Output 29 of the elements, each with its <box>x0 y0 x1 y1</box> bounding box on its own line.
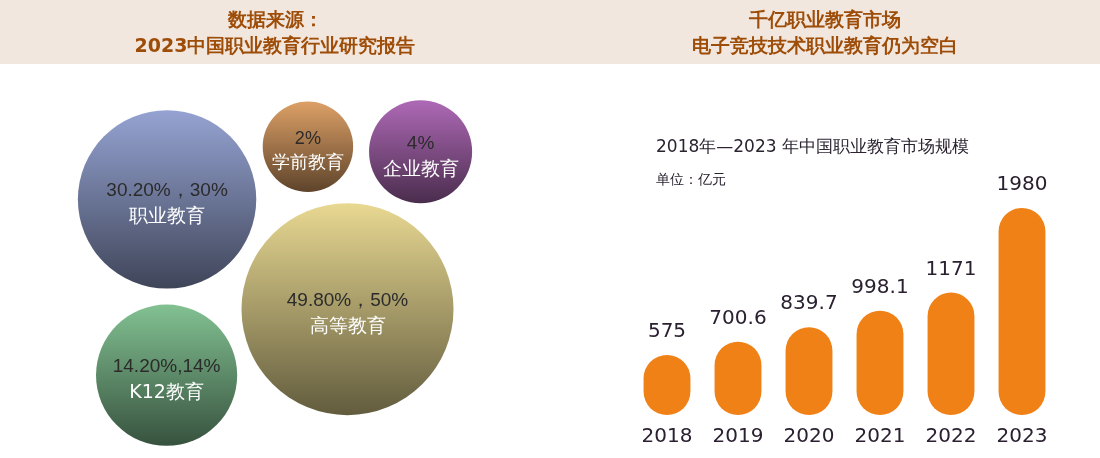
category-label: 企业教育 <box>382 156 459 179</box>
data-label: 49.80%，50% <box>286 289 409 311</box>
y-axis-title: 单位：亿元 <box>656 171 726 187</box>
category-label: K12教育 <box>129 380 204 402</box>
data-label: 2% <box>294 127 321 148</box>
data-label: 575 <box>647 317 687 342</box>
chart-title: 2018年—2023 年中国职业教育市场规模 <box>656 136 969 156</box>
text: 电子竞技技术职业教育仍为空白 <box>692 34 958 56</box>
data-label: 1171 <box>925 255 977 280</box>
category-label: 职业教育 <box>129 204 206 227</box>
category-label: 学前教育 <box>271 151 344 173</box>
x-tick-label: 2022 <box>925 423 977 447</box>
data-label: 4% <box>406 131 435 153</box>
data-label: 839.7 <box>780 290 838 315</box>
data-label: 30.20%，30% <box>106 179 228 201</box>
x-tick-label: 2023 <box>996 423 1048 447</box>
x-tick-label: 2018 <box>641 423 693 447</box>
data-label: 700.6 <box>709 304 767 329</box>
data-label: 998.1 <box>851 273 909 298</box>
bar <box>927 292 975 415</box>
data-label: 14.20%,14% <box>112 355 221 377</box>
category-label: 高等教育 <box>309 313 386 336</box>
x-tick-label: 2021 <box>854 423 906 447</box>
x-tick-label: 2019 <box>712 423 764 447</box>
text: 千亿职业教育市场 <box>748 8 901 30</box>
data-label: 1980 <box>996 171 1048 195</box>
text: 数据来源： 2023中国职业教育行业研究报告 <box>134 8 416 56</box>
bar <box>998 208 1046 415</box>
x-tick-label: 2020 <box>783 423 835 447</box>
